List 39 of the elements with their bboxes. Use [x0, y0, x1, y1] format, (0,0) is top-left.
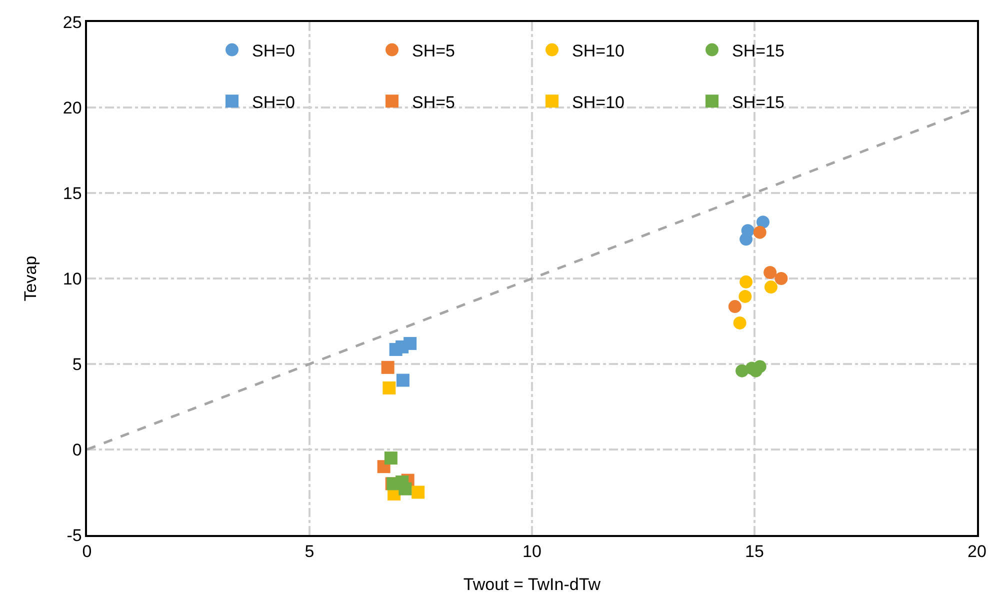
point [381, 360, 394, 374]
point [774, 272, 788, 285]
point [382, 381, 396, 394]
y-tick-label: -5 [66, 526, 82, 545]
legend-label: SH=10 [572, 41, 624, 60]
y-tick-label: 15 [62, 184, 82, 203]
point [733, 316, 746, 330]
point [728, 300, 742, 314]
y-tick-label: 10 [62, 269, 82, 288]
point [756, 216, 770, 229]
point [753, 226, 766, 239]
point [398, 482, 412, 496]
legend-label: SH=15 [732, 92, 784, 112]
point [764, 280, 778, 294]
point [764, 266, 777, 280]
legend-label: SH=10 [572, 92, 624, 112]
x-tick-label: 5 [304, 542, 314, 562]
y-tick-label: 0 [72, 440, 82, 460]
point [404, 336, 417, 350]
point [740, 275, 753, 288]
y-tick-label: 20 [62, 98, 82, 118]
legend-label: SH=5 [412, 41, 455, 60]
x-tick-label: 20 [968, 542, 986, 562]
legend-label: SH=15 [732, 41, 784, 60]
y-tick-label: 25 [62, 12, 82, 32]
x-tick-label: 10 [522, 542, 542, 562]
legend-label: SH=5 [412, 92, 455, 112]
legend-label: SH=0 [252, 92, 295, 112]
point [412, 486, 425, 499]
point [753, 360, 766, 374]
point [741, 224, 754, 238]
y-axis-title: Tevap [20, 256, 40, 302]
point [396, 374, 410, 387]
legend-label: SH=0 [252, 41, 295, 60]
y-tick-label: 5 [72, 354, 82, 374]
x-tick-label: 15 [745, 542, 764, 562]
point [384, 452, 398, 465]
point [738, 290, 752, 303]
x-axis-title: Twout = TwIn-dTw [463, 575, 602, 594]
